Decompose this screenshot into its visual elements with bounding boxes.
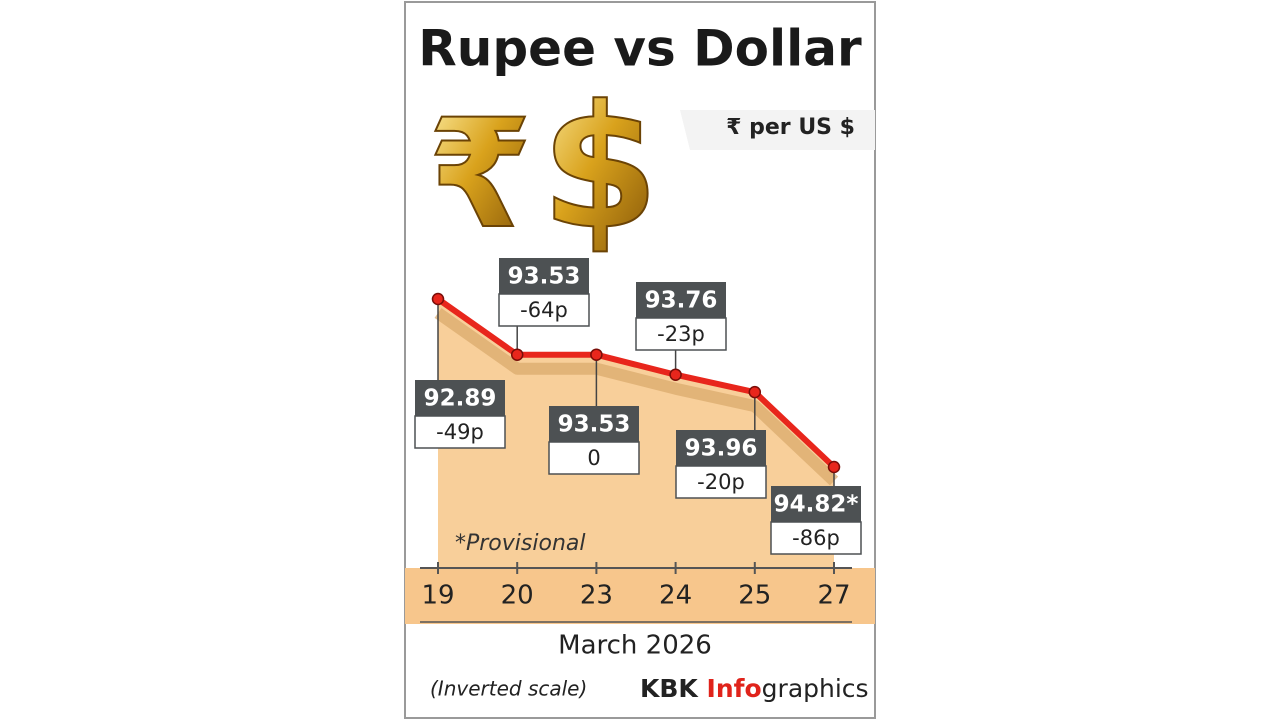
point	[827, 460, 841, 474]
point	[748, 385, 762, 399]
value-label: 92.89	[424, 386, 497, 412]
plot: 19 20 23 24 25 27 92.89 -49p 93.53 -64p 93.53 0 93.7…	[405, 258, 875, 624]
point	[669, 368, 682, 381]
value-box	[549, 406, 639, 442]
unit-label: ₹ per US $	[726, 115, 855, 140]
axis-band	[405, 568, 875, 624]
source-rest: graphics	[762, 674, 869, 703]
change-box	[548, 441, 640, 475]
change-box	[770, 521, 862, 555]
rupee-symbol: ₹	[428, 88, 532, 262]
x-tick-label: 19	[421, 581, 454, 611]
annotation: *Provisional	[455, 531, 585, 556]
value-box	[676, 430, 766, 466]
change-box	[498, 293, 590, 327]
point	[590, 348, 603, 361]
x-tick-label: 20	[501, 581, 534, 611]
x-tick-label: 23	[580, 581, 613, 611]
change-box	[635, 317, 727, 351]
scale-note: (Inverted scale)	[430, 677, 587, 701]
x-tick-label: 25	[738, 581, 771, 611]
change-box	[414, 415, 506, 449]
point	[510, 348, 524, 361]
source-highlight: Info	[707, 674, 762, 703]
value-label: 93.96	[685, 436, 758, 462]
value-label: 94.82*	[774, 492, 859, 518]
value-box	[771, 486, 861, 522]
change-label: -20p	[697, 470, 745, 494]
value-box	[415, 380, 505, 416]
value-label: 93.53	[558, 412, 631, 438]
value-box	[636, 282, 726, 318]
change-label: -49p	[436, 420, 484, 444]
x-axis-label: March 2026	[558, 631, 712, 661]
point	[431, 292, 445, 306]
change-box	[675, 465, 767, 499]
value-label: 93.76	[645, 288, 718, 314]
source-brand: KBK	[640, 674, 707, 703]
value-label: 93.53	[508, 264, 581, 290]
change-label: -23p	[657, 322, 705, 346]
source: KBK Infographics	[640, 674, 869, 703]
line-shadow	[434, 308, 839, 486]
value-box	[499, 258, 589, 294]
change-label: -86p	[792, 526, 840, 550]
dollar-symbol: $	[541, 69, 659, 267]
x-tick-label: 24	[659, 581, 692, 611]
change-label: -64p	[520, 298, 568, 322]
unit-banner	[680, 110, 875, 150]
line	[436, 296, 837, 470]
chart-title: Rupee vs Dollar	[418, 20, 862, 78]
change-label: 0	[587, 446, 600, 470]
x-tick-label: 27	[817, 581, 850, 611]
